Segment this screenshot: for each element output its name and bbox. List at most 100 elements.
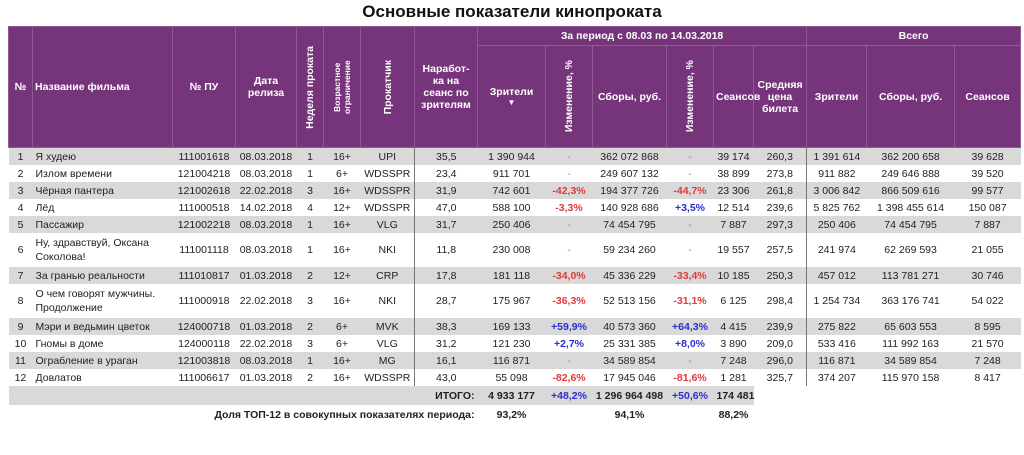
cell-change2: - [688,244,692,256]
col-total-sessions[interactable]: Сеансов [954,45,1022,148]
col-sessions[interactable]: Сеансов [713,45,760,148]
cell-age: 16+ [323,352,361,369]
cell-per-session: 17,8 [414,267,478,284]
table-row[interactable]: 7 За гранью реальности 111010817 01.03.2018… [8,267,1021,284]
cell-change: -34,0% [545,267,593,284]
col-change2[interactable]: Изменение, % [666,45,714,148]
table-row[interactable]: 8 О чем говорят мужчины. Продолжение 11100… [9,284,1021,318]
cell-avg-price: 325,7 [766,371,793,384]
cell-per-session: 31,2 [414,335,478,352]
cell-total-gross: 113 781 271 [866,267,955,284]
cell-total-sessions: 99 577 [954,182,1021,199]
col-distributor[interactable]: Прокатчик [360,26,415,148]
cell-per-session: 35,5 [414,147,478,165]
cell-avg-price: 209,0 [766,337,793,350]
cell-total-sessions: 8 595 [954,318,1021,335]
cell-num: 6 [17,244,24,256]
cell-num: 12 [14,371,27,384]
cell-pu: 121004218 [177,167,231,180]
cell-total-gross: 866 509 616 [866,182,955,199]
col-num[interactable]: № [8,26,33,148]
cell-total-viewers: 241 974 [806,233,867,267]
cell-sessions: 3 890 [720,337,747,350]
cell-total-sessions: 7 887 [954,216,1021,233]
cell-avg-price: 260,3 [753,147,807,165]
cell-total-viewers: 457 012 [806,267,867,284]
col-per-session[interactable]: Наработ-ка на сеанс по зрителям [414,26,478,148]
cell-age: 16+ [333,371,351,384]
col-pu[interactable]: № ПУ [172,26,236,148]
total-gross: 1 296 964 498 [592,386,667,405]
cell-pu: 111006617 [178,371,230,384]
col-avg-price[interactable]: Средняя цена билета [752,45,808,148]
cell-change2: +64,3% [666,318,714,335]
cell-week: 1 [307,244,313,256]
table-row[interactable]: 4 Лёд 111000518 14.02.2018 4 12+ WDSSPR 47,0 588… [9,199,1021,216]
sort-desc-icon[interactable]: ▼ [507,98,516,107]
col-week[interactable]: Неделя проката [296,26,324,148]
table-row[interactable]: 12 Довлатов 111006617 01.03.2018 2 16+ WDSSPR 4… [9,369,1021,386]
cell-name: Мэри и ведьмин цветок [32,318,173,335]
cell-distributor: MG [360,352,415,369]
cell-avg-price: 261,8 [753,182,807,199]
col-viewers[interactable]: Зрители ▼ [477,45,546,148]
cell-change2: +3,5% [674,201,706,214]
table-row[interactable]: 11 Ограбление в ураган 121003818 08.03.2018… [8,352,1021,369]
cell-name: Довлатов [35,371,82,384]
cell-age: 16+ [323,182,361,199]
cell-sessions: 1 281 [720,371,747,384]
total-label: ИТОГО: [8,386,478,405]
table-row[interactable]: 10 Гномы в доме 124000118 22.02.2018 3 6+ VLG 3… [9,335,1021,352]
cell-avg-price: 239,9 [753,318,807,335]
cell-gross: 140 928 686 [600,201,659,214]
page-title: Основные показатели кинопроката [362,2,662,21]
cell-total-gross: 363 176 741 [881,295,940,307]
cell-sessions: 7 248 [713,352,754,369]
cell-num: 2 [17,167,24,180]
col-total-gross[interactable]: Сборы, руб. [866,45,956,148]
cell-name: Ограбление в ураган [32,352,173,369]
col-viewers-label: Зрители [489,86,534,98]
cell-sessions: 19 557 [717,244,750,256]
cell-gross: 59 234 260 [603,244,656,256]
cell-date: 22.02.2018 [239,337,293,350]
table-row[interactable]: 5 Пассажир 121002218 08.03.2018 1 16+ VLG 31,7 2… [8,216,1021,233]
col-change[interactable]: Изменение, % [545,45,593,148]
cell-age: 16+ [323,216,361,233]
col-gross[interactable]: Сборы, руб. [592,45,667,148]
cell-week: 2 [307,371,313,384]
cell-change2: - [666,216,714,233]
cell-pu: 121003818 [172,352,236,369]
cell-total-sessions: 39 520 [971,167,1004,180]
cell-gross: 45 336 229 [592,267,667,284]
cell-week: 3 [307,337,313,350]
col-date[interactable]: Дата релиза [235,26,297,148]
cell-avg-price: 273,8 [766,167,793,180]
cell-total-sessions: 7 248 [954,352,1021,369]
cell-avg-price: 250,3 [753,267,807,284]
cell-per-session: 28,7 [414,284,478,318]
cell-change2: - [666,147,714,165]
col-age[interactable]: Возрастное ограничение [323,26,361,148]
cell-age: 6+ [336,167,348,180]
table-row[interactable]: 9 Мэри и ведьмин цветок 124000718 01.03.201… [8,318,1021,335]
col-name[interactable]: Название фильма [32,26,173,148]
table-row[interactable]: 3 Чёрная пантера 121002618 22.02.2018 3 16+ WD… [8,182,1021,199]
cell-total-sessions: 54 022 [971,295,1004,307]
table-row[interactable]: 2 Излом времени 121004218 08.03.2018 1 6+ WDSS… [9,165,1021,182]
cell-change2: -81,6% [673,371,707,384]
cell-total-sessions: 8 417 [974,371,1001,384]
col-age-label: Возрастное ограничение [332,60,352,114]
cell-viewers: 175 967 [492,295,531,307]
cell-change: +59,9% [545,318,593,335]
cell-change2: - [688,167,692,180]
col-total-viewers[interactable]: Зрители [806,45,868,148]
cell-total-sessions: 21 055 [971,244,1004,256]
cell-total-gross: 34 589 854 [866,352,955,369]
table-row[interactable]: 6 Ну, здравствуй, Оксана Соколова! 1110011… [9,233,1021,267]
cell-distributor: NKI [378,295,396,307]
cell-per-session: 31,7 [414,216,478,233]
share-viewers: 93,2% [477,405,546,425]
cell-gross: 194 377 726 [592,182,667,199]
